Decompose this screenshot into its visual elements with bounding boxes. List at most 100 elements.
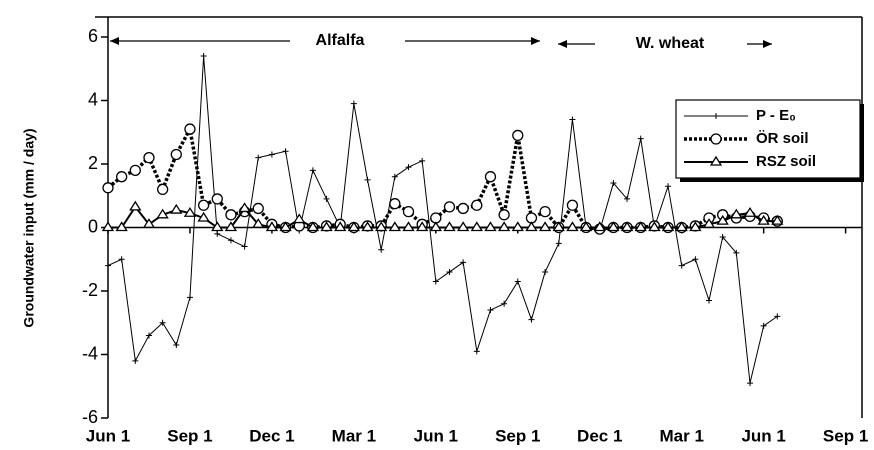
point	[484, 221, 497, 232]
point	[116, 171, 128, 183]
point	[170, 203, 183, 214]
point	[678, 262, 685, 269]
point	[402, 221, 415, 232]
point	[391, 173, 398, 180]
arrow-head	[110, 37, 119, 45]
point	[501, 300, 508, 307]
point	[514, 278, 521, 285]
point	[361, 221, 374, 232]
point	[579, 221, 593, 232]
point	[429, 221, 442, 232]
point	[620, 221, 634, 232]
point	[511, 221, 524, 232]
point	[716, 214, 729, 225]
point	[760, 322, 767, 329]
point	[252, 202, 264, 215]
point	[538, 221, 552, 232]
point	[471, 199, 483, 211]
y-tick-label: 4	[88, 89, 98, 109]
point	[484, 171, 497, 183]
point	[156, 208, 169, 219]
point	[265, 221, 279, 232]
point	[525, 221, 538, 232]
y-tick-label: 2	[88, 153, 98, 173]
point	[323, 195, 330, 202]
point	[129, 164, 141, 177]
point	[378, 246, 385, 253]
point	[634, 221, 647, 232]
point	[279, 221, 292, 232]
series-line	[108, 205, 778, 229]
point	[743, 206, 757, 217]
point	[320, 221, 333, 232]
arrow-head	[531, 37, 540, 45]
point	[555, 240, 562, 247]
series-line	[107, 56, 778, 384]
legend-marker	[710, 133, 722, 145]
point	[334, 221, 347, 232]
point	[214, 230, 221, 237]
annotation: Alfalfa	[316, 32, 365, 49]
x-tick-label: Mar 1	[332, 426, 376, 445]
x-tick-label: Jun 1	[414, 426, 458, 445]
point	[432, 278, 439, 285]
point	[184, 123, 196, 135]
point	[143, 151, 155, 164]
point	[771, 214, 784, 225]
point	[197, 211, 210, 222]
point	[528, 316, 535, 323]
point	[624, 195, 631, 202]
point	[415, 221, 429, 232]
y-tick-label: 0	[88, 216, 98, 236]
point	[186, 294, 193, 301]
point	[457, 202, 469, 215]
point	[566, 221, 579, 232]
point	[569, 116, 576, 123]
point	[774, 313, 781, 320]
point	[498, 209, 510, 221]
x-tick-label: Mar 1	[659, 426, 703, 445]
y-tick-label: 6	[88, 26, 98, 46]
point	[375, 221, 388, 232]
point	[364, 176, 371, 183]
x-tick-label: Dec 1	[249, 426, 294, 445]
point	[309, 167, 316, 174]
annotation: W. wheat	[636, 35, 705, 52]
point	[719, 234, 726, 241]
y-tick-label: -2	[82, 280, 98, 300]
point	[241, 243, 248, 250]
point	[238, 202, 251, 213]
point	[224, 221, 238, 232]
point	[105, 262, 111, 269]
arrow-head	[763, 40, 772, 48]
point	[593, 221, 606, 232]
point	[129, 200, 142, 211]
legend-label: RSZ soil	[756, 153, 816, 170]
point	[661, 221, 675, 232]
point	[460, 259, 467, 266]
point	[539, 205, 551, 218]
point	[497, 221, 511, 232]
legend-marker	[709, 155, 723, 166]
x-tick-label: Dec 1	[577, 426, 622, 445]
point	[648, 221, 661, 232]
point	[610, 180, 617, 187]
point	[389, 198, 401, 210]
point	[159, 319, 166, 326]
point	[405, 164, 412, 171]
point	[706, 297, 713, 304]
x-tick-label: Sep 1	[823, 426, 868, 445]
point	[350, 100, 357, 107]
point	[470, 221, 483, 232]
point	[255, 154, 262, 161]
point	[132, 357, 139, 364]
x-tick-label: Jun 1	[741, 426, 785, 445]
point	[757, 214, 770, 225]
point	[268, 151, 275, 158]
point	[156, 183, 169, 196]
point	[702, 218, 716, 228]
point	[487, 307, 494, 314]
point	[197, 199, 210, 211]
point	[446, 268, 453, 275]
